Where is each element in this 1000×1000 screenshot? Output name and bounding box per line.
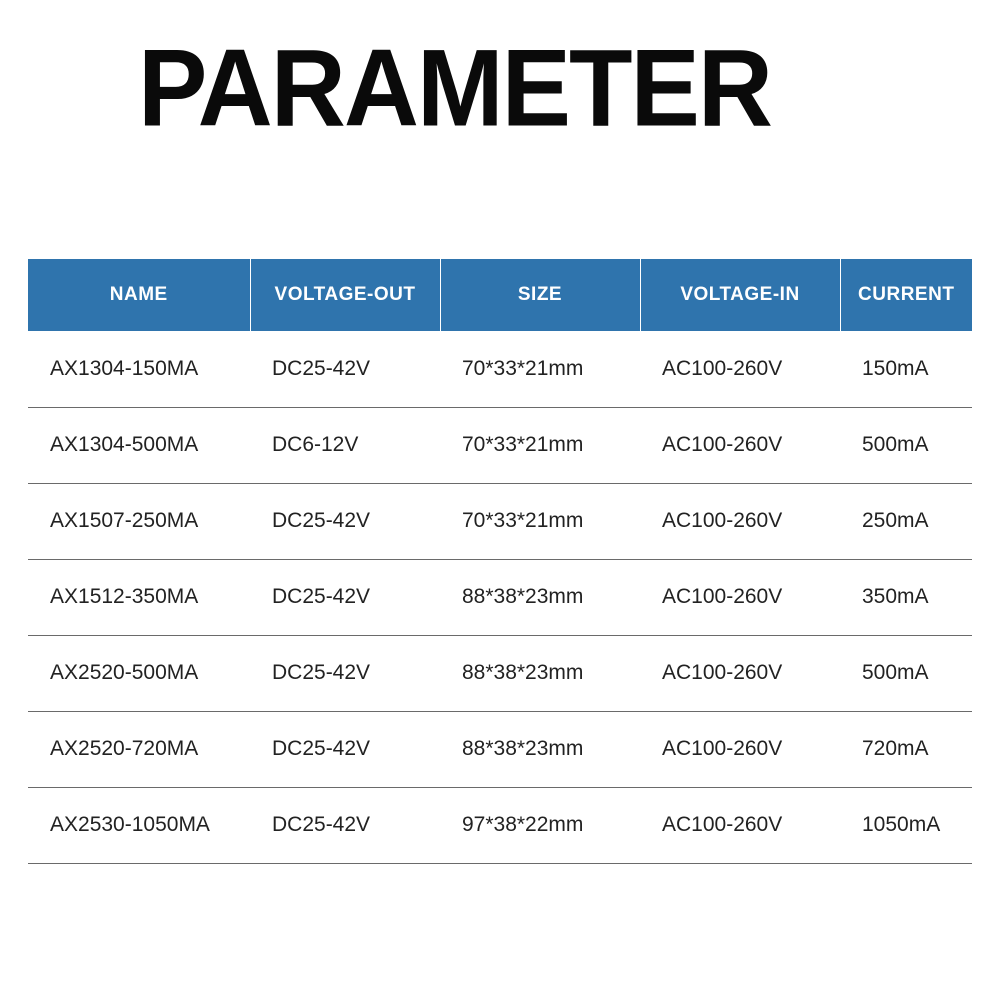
- cell-size: 97*38*22mm: [440, 787, 640, 863]
- parameter-table: NAME VOLTAGE-OUT SIZE VOLTAGE-IN CURRENT…: [28, 259, 972, 864]
- cell-vout: DC6-12V: [250, 407, 440, 483]
- cell-current: 1050mA: [840, 787, 972, 863]
- table-row: AX1304-500MA DC6-12V 70*33*21mm AC100-26…: [28, 407, 972, 483]
- cell-current: 250mA: [840, 483, 972, 559]
- cell-current: 350mA: [840, 559, 972, 635]
- table-row: AX1304-150MA DC25-42V 70*33*21mm AC100-2…: [28, 331, 972, 407]
- cell-name: AX1507-250MA: [28, 483, 250, 559]
- cell-current: 500mA: [840, 407, 972, 483]
- col-header-vout: VOLTAGE-OUT: [250, 259, 440, 331]
- table-row: AX2530-1050MA DC25-42V 97*38*22mm AC100-…: [28, 787, 972, 863]
- page: PARAMETER NAME VOLTAGE-OUT SIZE VOLTAGE-…: [0, 0, 1000, 1000]
- col-header-vin: VOLTAGE-IN: [640, 259, 840, 331]
- cell-vin: AC100-260V: [640, 483, 840, 559]
- cell-vout: DC25-42V: [250, 635, 440, 711]
- cell-size: 70*33*21mm: [440, 331, 640, 407]
- cell-name: AX1512-350MA: [28, 559, 250, 635]
- cell-vin: AC100-260V: [640, 331, 840, 407]
- cell-vout: DC25-42V: [250, 559, 440, 635]
- page-title: PARAMETER: [138, 27, 972, 152]
- col-header-current: CURRENT: [840, 259, 972, 331]
- table-header-row: NAME VOLTAGE-OUT SIZE VOLTAGE-IN CURRENT: [28, 259, 972, 331]
- table-row: AX1512-350MA DC25-42V 88*38*23mm AC100-2…: [28, 559, 972, 635]
- cell-size: 70*33*21mm: [440, 407, 640, 483]
- cell-size: 70*33*21mm: [440, 483, 640, 559]
- cell-current: 150mA: [840, 331, 972, 407]
- table-row: AX2520-720MA DC25-42V 88*38*23mm AC100-2…: [28, 711, 972, 787]
- cell-size: 88*38*23mm: [440, 635, 640, 711]
- cell-name: AX1304-150MA: [28, 331, 250, 407]
- cell-current: 500mA: [840, 635, 972, 711]
- cell-vin: AC100-260V: [640, 407, 840, 483]
- cell-vin: AC100-260V: [640, 635, 840, 711]
- col-header-size: SIZE: [440, 259, 640, 331]
- cell-vout: DC25-42V: [250, 331, 440, 407]
- cell-vin: AC100-260V: [640, 787, 840, 863]
- table-row: AX2520-500MA DC25-42V 88*38*23mm AC100-2…: [28, 635, 972, 711]
- cell-size: 88*38*23mm: [440, 559, 640, 635]
- cell-vin: AC100-260V: [640, 559, 840, 635]
- cell-name: AX2520-720MA: [28, 711, 250, 787]
- cell-name: AX1304-500MA: [28, 407, 250, 483]
- col-header-name: NAME: [28, 259, 250, 331]
- cell-name: AX2520-500MA: [28, 635, 250, 711]
- cell-vout: DC25-42V: [250, 787, 440, 863]
- cell-current: 720mA: [840, 711, 972, 787]
- cell-name: AX2530-1050MA: [28, 787, 250, 863]
- cell-size: 88*38*23mm: [440, 711, 640, 787]
- cell-vout: DC25-42V: [250, 483, 440, 559]
- cell-vin: AC100-260V: [640, 711, 840, 787]
- table-row: AX1507-250MA DC25-42V 70*33*21mm AC100-2…: [28, 483, 972, 559]
- cell-vout: DC25-42V: [250, 711, 440, 787]
